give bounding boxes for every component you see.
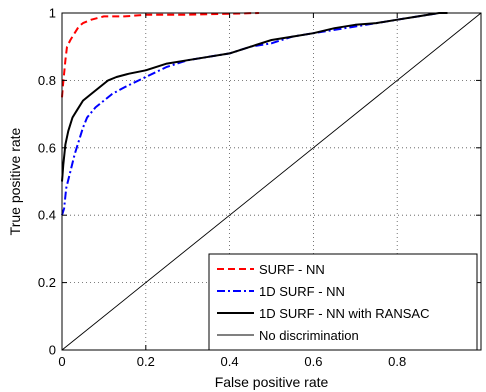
series-line-2 [61, 12, 448, 182]
y-tick-label: 0.8 [38, 73, 56, 88]
x-tick-label: 0 [58, 354, 65, 369]
y-tick-label: 0.4 [38, 208, 56, 223]
x-tick-label: 0.4 [221, 354, 239, 369]
legend: SURF - NN 1D SURF - NN 1D SURF - NN with R… [208, 253, 478, 351]
x-tick-label: 0.6 [304, 354, 322, 369]
y-tick-label: 1 [49, 6, 56, 21]
y-tick-label: 0.2 [38, 275, 56, 290]
y-axis-label: True positive rate [7, 127, 23, 235]
series-line-1 [61, 12, 448, 216]
series-layer [61, 12, 482, 351]
x-tick-label: 0.2 [137, 354, 155, 369]
ticks: 0 0.2 0.4 0.6 0.8 0 0.2 0.4 0.6 0.8 1 [38, 6, 481, 369]
legend-label: No discrimination [259, 328, 359, 343]
series-line-3 [61, 12, 482, 351]
y-tick-label: 0.6 [38, 140, 56, 155]
legend-label: 1D SURF - NN [259, 284, 345, 299]
x-tick-label: 0.8 [388, 354, 406, 369]
legend-label: SURF - NN [259, 262, 325, 277]
y-tick-label: 0 [49, 343, 56, 358]
legend-label: 1D SURF - NN with RANSAC [259, 306, 429, 321]
x-axis-label: False positive rate [215, 374, 329, 390]
